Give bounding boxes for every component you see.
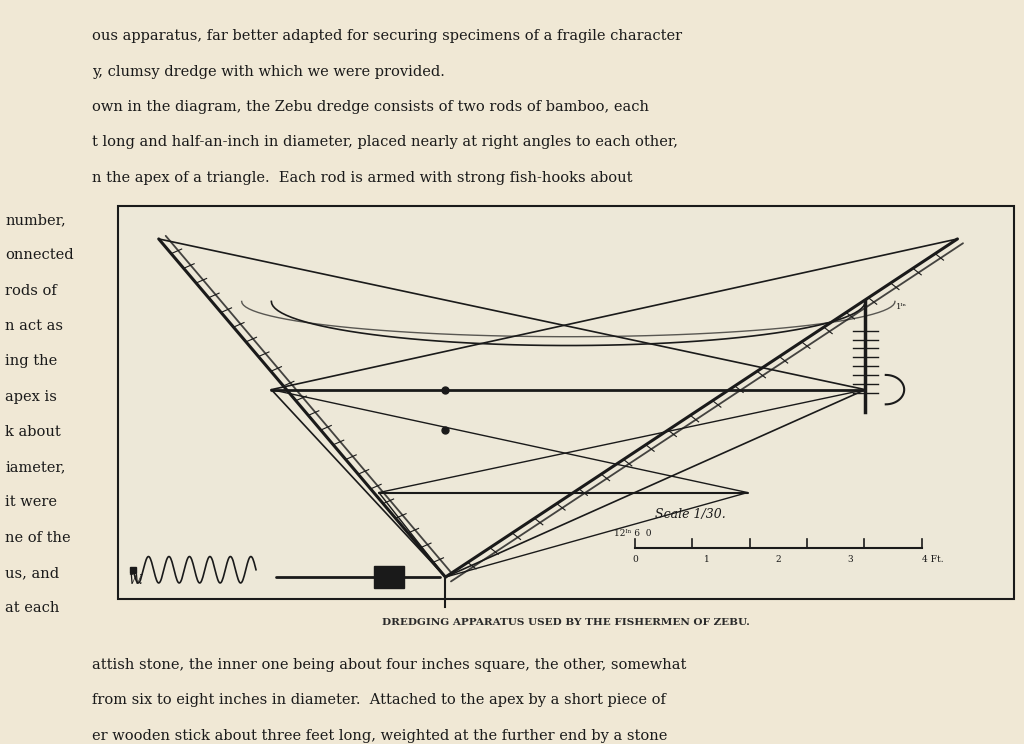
Text: 2: 2 xyxy=(775,555,781,565)
Text: Scale 1/30.: Scale 1/30. xyxy=(655,508,726,522)
Text: y, clumsy dredge with which we were provided.: y, clumsy dredge with which we were prov… xyxy=(92,65,445,79)
Text: 1ᴵⁿ: 1ᴵⁿ xyxy=(896,303,907,311)
Text: 0: 0 xyxy=(632,555,638,565)
Text: W.: W. xyxy=(128,574,142,588)
Text: k about: k about xyxy=(5,425,60,439)
Text: ne of the: ne of the xyxy=(5,530,71,545)
Text: at each: at each xyxy=(5,601,59,615)
Text: ing the: ing the xyxy=(5,354,57,368)
Text: n the apex of a triangle.  Each rod is armed with strong fish-hooks about: n the apex of a triangle. Each rod is ar… xyxy=(92,170,633,185)
Text: us, and: us, and xyxy=(5,566,59,580)
Bar xyxy=(118,206,1014,599)
Text: iameter,: iameter, xyxy=(5,461,66,474)
Text: er wooden stick about three feet long, weighted at the further end by a stone: er wooden stick about three feet long, w… xyxy=(92,728,668,743)
Text: onnected: onnected xyxy=(5,248,74,263)
Text: number,: number, xyxy=(5,214,66,227)
Text: ous apparatus, far better adapted for securing specimens of a fragile character: ous apparatus, far better adapted for se… xyxy=(92,30,682,43)
Text: apex is: apex is xyxy=(5,390,57,404)
Text: own in the diagram, the Zebu dredge consists of two rods of bamboo, each: own in the diagram, the Zebu dredge cons… xyxy=(92,100,649,114)
Text: attish stone, the inner one being about four inches square, the other, somewhat: attish stone, the inner one being about … xyxy=(92,658,686,672)
Text: rods of: rods of xyxy=(5,283,57,298)
Text: 3: 3 xyxy=(847,555,853,565)
Text: 12ᴵⁿ 6  0: 12ᴵⁿ 6 0 xyxy=(614,529,652,538)
Text: 1: 1 xyxy=(703,555,710,565)
Text: it were: it were xyxy=(5,496,57,510)
Text: from six to eight inches in diameter.  Attached to the apex by a short piece of: from six to eight inches in diameter. At… xyxy=(92,693,666,708)
Text: n act as: n act as xyxy=(5,319,63,333)
Text: DREDGING APPARATUS USED BY THE FISHERMEN OF ZEBU.: DREDGING APPARATUS USED BY THE FISHERMEN… xyxy=(382,618,750,626)
Text: 4 Ft.: 4 Ft. xyxy=(922,555,943,565)
Text: t long and half-an-inch in diameter, placed nearly at right angles to each other: t long and half-an-inch in diameter, pla… xyxy=(92,135,678,150)
Bar xyxy=(374,566,404,588)
